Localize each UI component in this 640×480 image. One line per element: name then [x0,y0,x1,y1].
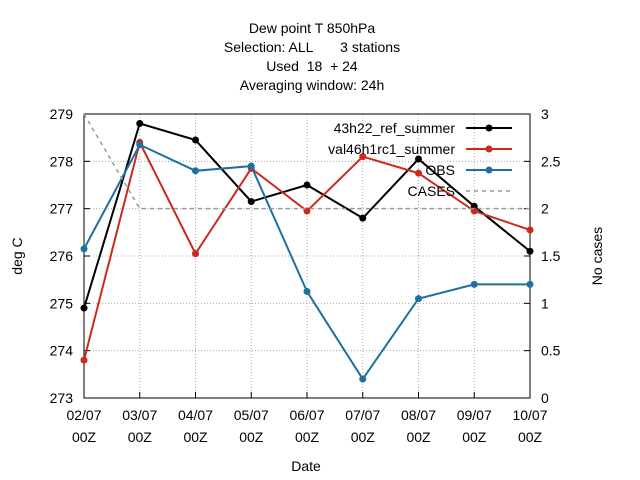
title-line: Dew point T 850hPa [249,20,376,36]
x-tick-label: 07/07 [345,407,380,423]
data-point [80,304,88,312]
y-tick-label: 274 [50,343,74,359]
data-point [526,280,534,288]
x-tick-label: 00Z [351,429,376,445]
data-point [415,169,422,177]
x-tick-label: 05/07 [234,407,269,423]
x-tick-label: 08/07 [401,407,436,423]
x-tick-label: 00Z [295,429,320,445]
y2-axis-label: No cases [589,227,605,285]
data-point [80,356,88,364]
data-point [415,155,422,163]
data-point [136,141,144,149]
x-tick-label: 00Z [239,429,264,445]
x-tick-label: 06/07 [289,407,324,423]
legend-marker [485,145,493,153]
grid [84,114,530,398]
legend-marker [485,166,493,174]
x-tick-label: 00Z [183,429,208,445]
y2-tick-label: 1 [541,295,549,311]
x-tick-label: 09/07 [457,407,492,423]
data-point [136,119,144,127]
y-tick-label: 276 [50,248,74,264]
series-layer [80,113,534,383]
legend-label: CASES [408,183,455,199]
data-point [192,250,199,258]
y2-tick-label: 2.5 [541,153,561,169]
y2-tick-label: 0.5 [541,343,561,359]
data-point [303,181,311,189]
data-point [526,247,534,255]
title-line: Selection: ALL 3 stations [224,39,400,55]
legend-marker [485,124,493,132]
data-point [470,280,478,288]
x-tick-label: 00Z [518,429,543,445]
data-point [359,214,367,222]
y-tick-label: 279 [50,106,74,122]
y2-tick-label: 1.5 [541,248,561,264]
series-line [83,113,530,210]
x-tick-label: 00Z [72,429,97,445]
x-tick-label: 00Z [406,429,431,445]
data-point [303,288,311,295]
legend-label: OBS [425,162,455,178]
y-tick-label: 275 [50,295,74,311]
x-tick-label: 04/07 [178,407,213,423]
legend: 43h22_ref_summer val46h1rc1_summer OBS CASE… [328,120,512,199]
data-point [247,162,255,170]
y-tick-label: 273 [50,390,74,406]
title-line: Used 18 + 24 [266,58,358,74]
axes: 273 274 275 276 277 278 279 0 0.5 1 1.5 2 2.5 3 02/07 0… [50,106,561,445]
x-tick-label: 00Z [462,429,487,445]
y2-tick-label: 3 [541,106,549,122]
data-point [359,153,367,161]
x-axis-label: Date [291,458,321,474]
y-tick-label: 277 [50,201,74,217]
y-axis-label: deg C [9,237,25,274]
data-point [192,167,199,175]
y-tick-label: 278 [50,153,74,169]
x-tick-label: 00Z [128,429,153,445]
title-line: Averaging window: 24h [240,77,385,93]
data-point [80,245,88,253]
chart-title: Dew point T 850hPa Selection: ALL 3 stat… [224,20,400,93]
y2-tick-label: 2 [541,201,549,217]
y2-tick-label: 0 [541,390,549,406]
data-point [415,295,422,303]
x-tick-label: 03/07 [122,407,157,423]
data-point [247,198,255,206]
data-point [192,136,199,144]
data-point [526,226,534,234]
data-point [359,375,367,383]
x-tick-label: 10/07 [512,407,547,423]
legend-label: 43h22_ref_summer [334,120,456,136]
legend-label: val46h1rc1_summer [328,141,455,157]
x-tick-label: 02/07 [66,407,101,423]
series-line [83,122,531,309]
